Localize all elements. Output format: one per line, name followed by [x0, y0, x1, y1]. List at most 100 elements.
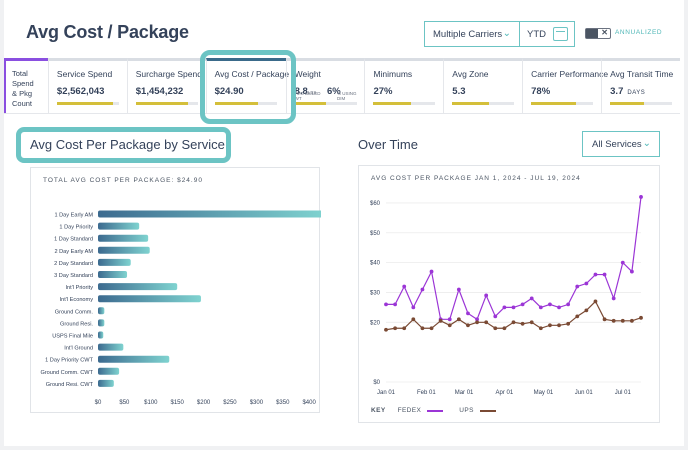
- kpi-tab-surcharge-spend[interactable]: Surcharge Spend $1,454,232: [126, 58, 206, 113]
- data-point-ups: [575, 314, 580, 319]
- line-chart-panel: AVG COST PER PACKAGE JAN 1, 2024 - JUL 1…: [358, 165, 660, 423]
- data-point-ups: [529, 320, 534, 325]
- kpi-first-line: Total: [12, 69, 28, 78]
- services-filter-value: All Services: [592, 139, 642, 150]
- data-point-ups: [611, 318, 616, 323]
- carrier-select[interactable]: Multiple Carriers ⌄: [424, 21, 520, 47]
- kpi-unit: LBS: [307, 90, 317, 95]
- kpi-label: Minimums: [373, 69, 413, 79]
- kpi-value: $24.90: [214, 86, 244, 97]
- kpi-first-line: Spend: [12, 79, 34, 88]
- kpi-value-group: 3.7 DAYS: [610, 86, 680, 97]
- bar-category-label: 1 Day Standard: [54, 237, 93, 243]
- data-point-ups: [484, 320, 489, 325]
- bar: [98, 258, 131, 266]
- y-tick-label: $40: [370, 261, 381, 267]
- bar: [98, 355, 170, 363]
- bar-category-label: Ground Comm. CWT: [40, 370, 93, 376]
- services-filter-select[interactable]: All Services ⌄: [582, 131, 660, 157]
- kpi-tab-avg-cost[interactable]: Avg Cost / Package $24.90: [205, 58, 290, 113]
- kpi-unit: DAYS: [627, 90, 646, 96]
- bar-category-label: 1 Day Priority CWT: [45, 358, 93, 364]
- kpi-tab-carrier-performance[interactable]: Carrier Performance 78%: [522, 58, 609, 113]
- data-point-ups: [493, 326, 498, 331]
- kpi-progress: [531, 102, 594, 105]
- kpi-progress: [373, 102, 436, 105]
- data-point-ups: [566, 321, 571, 326]
- x-tick-label: $300: [250, 400, 264, 406]
- data-point-ups: [475, 320, 479, 325]
- x-tick-label: $100: [144, 400, 158, 406]
- annualized-toggle[interactable]: ✕: [585, 28, 611, 39]
- bar: [98, 295, 201, 303]
- y-tick-label: $0: [373, 380, 380, 386]
- kpi-tab-service-spend[interactable]: Service Spend $2,562,043: [47, 58, 127, 113]
- data-point-ups: [557, 323, 561, 328]
- x-tick-label: $250: [223, 400, 237, 406]
- data-point-ups: [511, 320, 516, 325]
- y-tick-label: $20: [370, 320, 381, 326]
- bar: [98, 331, 104, 339]
- data-point-fedex: [429, 269, 434, 274]
- x-tick-label: Jan 01: [377, 390, 396, 396]
- kpi-value: 5.3: [452, 86, 466, 97]
- x-tick-label: Apr 01: [496, 390, 514, 396]
- data-point-ups: [602, 317, 607, 322]
- kpi-value: $1,454,232: [135, 86, 184, 97]
- data-point-fedex: [566, 302, 571, 307]
- data-point-ups: [384, 327, 388, 332]
- kpi-sub: AVG BILLED WT: [294, 91, 321, 101]
- data-point-ups: [629, 318, 634, 323]
- bar-chart-title: TOTAL AVG COST PER PACKAGE: $24.90: [43, 177, 203, 184]
- calendar-icon[interactable]: [553, 27, 568, 41]
- x-tick-label: May 01: [534, 390, 554, 396]
- data-point-ups: [456, 317, 461, 322]
- kpi-tab-total-spend[interactable]: Total Spend & Pkg Count: [4, 58, 48, 113]
- kpi-progress-fill: [531, 102, 576, 105]
- left-section-heading: Avg Cost Per Package by Service: [30, 137, 225, 152]
- kpi-label: Surcharge Spend: [135, 69, 202, 79]
- data-point-fedex: [538, 305, 543, 310]
- x-tick-label: $400: [302, 400, 316, 406]
- legend-ups-label: UPS: [459, 407, 474, 414]
- data-point-ups: [639, 315, 643, 320]
- kpi-tab-weight[interactable]: Weight 8.8LBS 6% AVG BILLED WT % USING D…: [285, 58, 365, 113]
- kpi-value-2: 6%: [326, 86, 341, 97]
- bar-category-label: 1 Day Early AM: [54, 213, 93, 219]
- data-point-ups: [466, 323, 470, 328]
- kpi-progress: [610, 102, 673, 105]
- data-point-fedex: [447, 317, 452, 322]
- data-point-fedex: [511, 305, 516, 310]
- data-point-fedex: [402, 284, 407, 289]
- data-point-fedex: [593, 272, 598, 277]
- date-range-select[interactable]: YTD: [519, 21, 575, 47]
- line-chart-title: AVG COST PER PACKAGE JAN 1, 2024 - JUL 1…: [371, 175, 581, 182]
- kpi-value: 8.8: [294, 86, 308, 97]
- bar-chart-panel: TOTAL AVG COST PER PACKAGE: $24.90 1 Day…: [30, 167, 321, 413]
- x-tick-label: $50: [119, 400, 130, 406]
- line-chart: $0 $20 $30 $40 $50 $60 Jan 01 Feb 01 Mar 01 Apr 0…: [370, 195, 643, 396]
- data-point-fedex: [520, 302, 525, 307]
- data-point-fedex: [493, 314, 498, 319]
- bar-category-label: Int'l Priority: [66, 285, 94, 291]
- data-point-fedex: [639, 195, 643, 199]
- kpi-tab-minimums[interactable]: Minimums 27%: [364, 58, 444, 113]
- bar-category-label: USPS Final Mile: [52, 334, 93, 340]
- bar-category-label: Int'l Ground: [64, 346, 93, 352]
- kpi-progress: [294, 102, 357, 105]
- data-point-fedex: [466, 311, 470, 316]
- data-point-fedex: [502, 305, 507, 310]
- bar: [98, 234, 149, 242]
- kpi-tab-avg-transit[interactable]: Avg Transit Time 3.7 DAYS: [601, 58, 680, 113]
- kpi-progress-fill: [452, 102, 490, 105]
- kpi-label: Carrier Performance: [531, 69, 609, 79]
- chart-legend: KEY FEDEX UPS: [371, 407, 496, 414]
- kpi-tab-avg-zone[interactable]: Avg Zone 5.3: [443, 58, 523, 113]
- bar-chart: 1 Day Early AM 1 Day Priority 1 Day Standa…: [40, 210, 321, 406]
- kpi-label: Avg Cost / Package: [214, 69, 290, 79]
- kpi-value: $2,562,043: [56, 86, 105, 97]
- data-point-ups: [502, 326, 507, 331]
- x-tick-label: $350: [276, 400, 290, 406]
- data-point-fedex: [420, 287, 425, 292]
- kpi-first-line: & Pkg: [12, 89, 33, 98]
